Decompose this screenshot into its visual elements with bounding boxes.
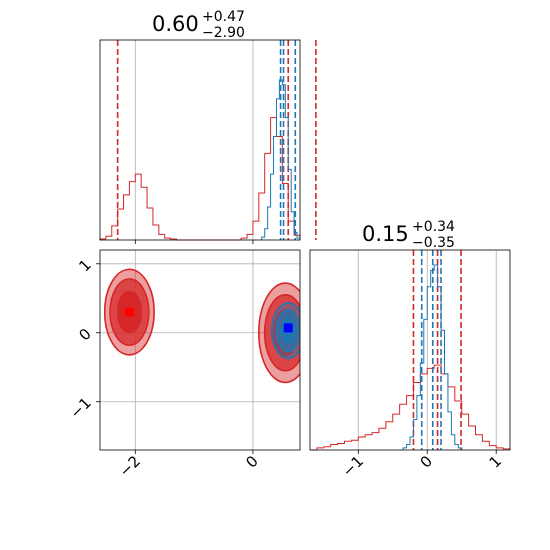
truth-marker-series-0	[124, 307, 134, 317]
hist-param0-frame	[99, 39, 301, 241]
hist-param1-panel	[310, 250, 510, 450]
title-param1-value: 0.15	[362, 222, 409, 246]
title-param0: 0.60 +0.47 −2.90	[152, 9, 245, 41]
tick-label-x-param0-0: −2	[116, 452, 144, 480]
tick-label-y-param1-0: −1	[66, 394, 94, 422]
tick-label-x-param1-0: −1	[339, 452, 367, 480]
title-param1: 0.15 +0.34 −0.35	[362, 219, 455, 251]
title-param0-value: 0.60	[152, 12, 199, 36]
title-param1-minus: −0.35	[412, 235, 455, 251]
tick-label-x-param1-2: 1	[486, 452, 505, 471]
truth-marker-series-1	[283, 323, 293, 333]
title-param0-minus: −2.90	[202, 25, 245, 41]
tick-label-y-param1-2: 1	[75, 256, 94, 275]
scatter-frame	[99, 249, 301, 451]
title-param1-plus: +0.34	[412, 219, 455, 235]
tick-label-y-param1-1: 0	[75, 325, 94, 344]
tick-label-x-param0-1: 0	[242, 452, 261, 471]
title-param0-plus: +0.47	[202, 9, 245, 25]
hist-param1-layer	[310, 250, 511, 451]
tick-label-x-param1-1: 0	[417, 452, 436, 471]
marker-layer	[124, 307, 293, 333]
hist-param0-panel	[100, 40, 300, 240]
hist-param1-frame	[309, 249, 511, 451]
